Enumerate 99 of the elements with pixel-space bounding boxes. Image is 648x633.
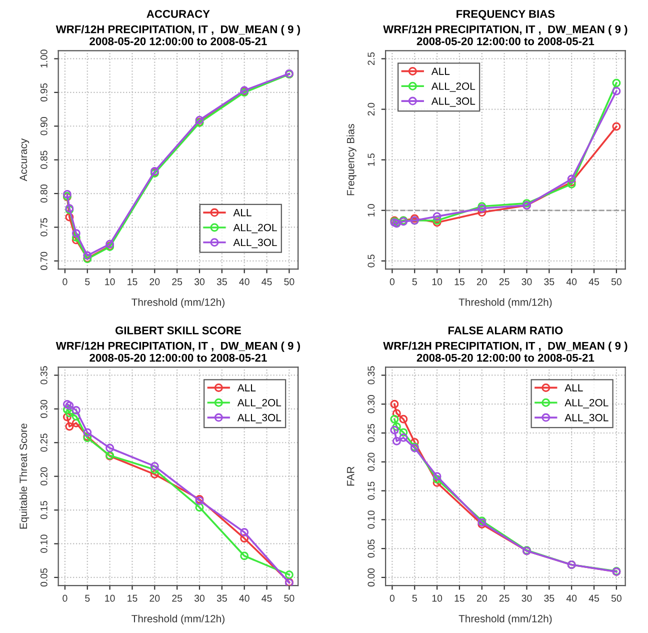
y-tick-label: 0.25 [40,434,48,452]
x-tick-label: 45 [588,278,600,286]
x-tick-label: 40 [239,594,250,602]
x-tick-label: 35 [544,594,554,602]
y-tick-label: 0.15 [368,482,375,500]
x-tick-label: 10 [432,594,442,602]
y-tick-label: 0.30 [368,395,375,414]
legend-label: ALL [237,384,256,392]
y-tick-label: 0.05 [368,539,375,558]
x-tick-label: 5 [85,594,90,602]
x-tick-label: 20 [150,594,160,602]
x-tick-label: 30 [522,278,532,286]
y-axis-title: Frequency Bias [346,124,356,196]
x-tick-label: 5 [85,278,90,286]
y-tick-label: 0.70 [40,252,48,270]
x-tick-label: 30 [522,594,532,602]
x-axis-title: Threshold (mm/12h) [132,614,224,624]
x-tick-label: 45 [262,278,272,286]
x-tick-label: 15 [454,594,464,602]
x-tick-label: 0 [62,278,68,286]
y-tick-label: 0.10 [40,534,48,553]
x-tick-label: 50 [284,594,294,602]
legend-label: ALL [564,384,583,392]
x-tick-label: 35 [544,278,554,286]
y-tick-label: 0.05 [40,568,48,587]
x-tick-label: 25 [499,594,510,602]
x-tick-label: 0 [390,278,395,286]
legend-label: ALL [431,68,450,75]
x-tick-label: 50 [611,594,622,602]
y-tick-label: 1.5 [368,153,375,166]
x-tick-label: 20 [150,278,160,286]
x-tick-label: 25 [499,278,510,286]
x-tick-label: 5 [412,594,417,602]
chart-subtitle: WRF/12H PRECIPITATION, IT , DW_MEAN ( 9 ) 2008-05-20 12:00:00 to 2008-05-21 [383,342,628,362]
x-tick-label: 50 [284,278,294,286]
x-tick-label: 30 [194,594,205,602]
y-tick-label: 0.25 [368,424,375,442]
x-tick-label: 5 [412,278,417,286]
y-tick-label: 1.00 [40,50,48,68]
x-tick-label: 25 [172,594,182,602]
legend-label: ALL_3OL [564,414,608,424]
chart-subtitle: WRF/12H PRECIPITATION, IT , DW_MEAN ( 9 ) 2008-05-20 12:00:00 to 2008-05-21 [56,25,300,46]
y-axis-title: FAR [347,466,354,486]
x-tick-label: 25 [172,278,182,286]
x-tick-label: 0 [390,594,395,602]
legend-label: ALL_2OL [431,82,476,92]
legend-label: ALL [233,209,252,216]
y-tick-label: 0.85 [40,150,48,169]
legend-label: ALL_2OL [233,224,277,234]
x-tick-label: 15 [128,594,138,602]
chart-subtitle: WRF/12H PRECIPITATION, IT , DW_MEAN ( 9 ) 2008-05-20 12:00:00 to 2008-05-21 [56,342,300,362]
x-tick-label: 15 [128,278,138,286]
y-tick-label: 2.0 [368,102,375,116]
y-tick-label: 0.30 [40,400,48,418]
y-tick-label: 0.95 [40,83,48,102]
chart-subtitle: WRF/12H PRECIPITATION, IT , DW_MEAN ( 9 ) 2008-05-20 12:00:00 to 2008-05-21 [383,25,628,46]
legend-label: ALL_2OL [564,399,608,408]
x-tick-label: 0 [62,594,68,602]
x-tick-label: 10 [105,594,115,602]
y-tick-label: 2.5 [368,52,375,65]
x-tick-label: 10 [432,278,442,286]
y-tick-label: 0.20 [40,467,48,486]
x-tick-label: 40 [239,278,250,286]
y-tick-label: 0.20 [368,452,375,471]
x-axis-title: Threshold (mm/12h) [132,298,224,308]
x-tick-label: 50 [611,278,622,286]
y-axis-title: Accuracy [20,138,30,182]
x-tick-label: 20 [476,278,487,286]
y-tick-label: 0.35 [40,366,48,384]
chart-title: FALSE ALARM RATIO [448,326,563,334]
chart-title: FREQUENCY BIAS [456,10,555,20]
x-tick-label: 15 [454,278,464,286]
y-tick-label: 0.75 [40,218,48,236]
legend-label: ALL_3OL [233,238,277,248]
y-tick-label: 0.90 [40,117,48,136]
x-tick-label: 35 [216,594,227,602]
x-tick-label: 45 [588,594,600,602]
x-axis-title: Threshold (mm/12h) [458,298,552,308]
y-tick-label: 0.10 [368,510,375,529]
y-tick-label: 0.00 [368,568,375,587]
y-tick-label: 0.80 [40,184,48,203]
chart-title: ACCURACY [146,10,210,18]
legend-label: ALL_2OL [237,399,282,408]
x-tick-label: 35 [216,278,227,286]
y-tick-label: 0.15 [40,500,48,520]
x-tick-label: 10 [105,278,115,286]
chart-title: GILBERT SKILL SCORE [115,326,241,334]
x-tick-label: 40 [566,594,577,602]
x-tick-label: 30 [194,278,205,286]
x-tick-label: 45 [262,594,272,602]
y-tick-label: 0.5 [368,254,375,268]
x-tick-label: 40 [566,278,577,286]
y-axis-title: Equitable Threat Score [19,424,30,529]
legend-label: ALL_3OL [237,414,282,424]
y-tick-label: 0.35 [368,366,375,384]
legend-label: ALL_3OL [431,97,476,107]
x-tick-label: 20 [476,594,487,602]
y-tick-label: 1.0 [368,204,375,216]
x-axis-title: Threshold (mm/12h) [458,614,552,624]
